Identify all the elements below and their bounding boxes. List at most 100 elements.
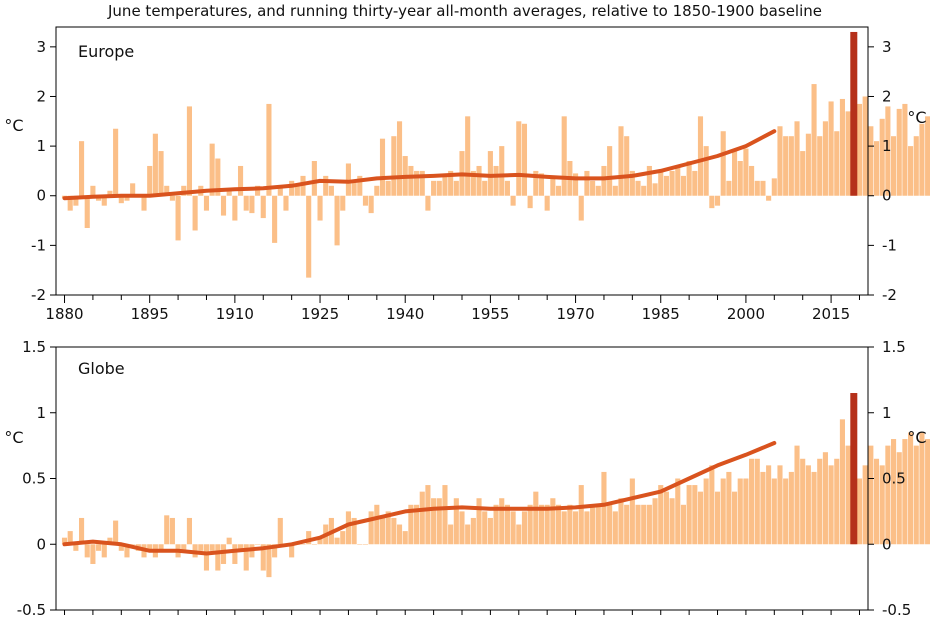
y-tick-label-right: 1 (882, 404, 892, 422)
bar (232, 544, 238, 564)
bar (732, 151, 738, 196)
bar (720, 131, 726, 196)
y-tick-label-left: 3 (36, 38, 46, 56)
bar (896, 108, 902, 196)
bar (459, 511, 465, 545)
bar (601, 165, 607, 196)
bar (311, 544, 317, 545)
bar (703, 146, 709, 196)
bar (743, 148, 749, 196)
plot-area-europe: -2 -2 -1 -1 0 0 1 1 2 2 3 3 1880 1895 1910 1925 1940 1955… (31, 26, 930, 323)
bar (368, 511, 374, 545)
bar (578, 485, 584, 545)
bar (345, 163, 351, 196)
globe-panel: Globe °C °C (4, 359, 926, 447)
bar (425, 195, 431, 211)
bar (709, 465, 715, 545)
bar (856, 478, 863, 545)
bar (891, 136, 897, 196)
bar (118, 195, 124, 204)
bar (794, 121, 800, 196)
bar (590, 180, 596, 196)
bar (737, 161, 743, 196)
bar (272, 544, 278, 558)
bar (555, 185, 562, 196)
bar (590, 504, 596, 545)
bar (351, 517, 357, 545)
bar (720, 478, 726, 545)
bar (215, 544, 221, 571)
bar (345, 511, 351, 545)
bar (425, 485, 431, 545)
bar (527, 504, 533, 545)
bar (595, 504, 601, 545)
bar (442, 175, 448, 196)
bar (624, 136, 630, 196)
bar (402, 531, 408, 545)
bar (726, 180, 732, 196)
bar (595, 185, 601, 196)
bar (130, 183, 136, 196)
bar (788, 136, 794, 196)
bar (908, 146, 914, 196)
bar (800, 458, 806, 545)
bar (328, 185, 334, 196)
bar (272, 195, 278, 243)
bar (550, 498, 556, 545)
bar (538, 173, 545, 196)
bar (805, 465, 811, 545)
bar (686, 485, 692, 545)
bar (834, 458, 840, 545)
bar (658, 485, 664, 545)
bar (749, 165, 755, 196)
bar (760, 471, 766, 545)
bar (368, 195, 374, 214)
bar (391, 517, 397, 545)
ylabel-left-globe: °C (4, 428, 23, 447)
bar (714, 195, 721, 206)
bar (703, 478, 709, 545)
bar (487, 151, 493, 196)
bar (641, 185, 647, 196)
bar (817, 458, 823, 545)
bar (902, 103, 908, 196)
bar (567, 504, 573, 545)
bar (431, 180, 437, 196)
x-tick-label: 1880 (45, 305, 83, 323)
bar (255, 544, 261, 545)
bar (277, 517, 283, 545)
bar (340, 531, 346, 545)
bar (919, 432, 925, 545)
x-tick-label: 1940 (386, 305, 424, 323)
bar (663, 491, 669, 545)
bar (624, 504, 630, 545)
bar (482, 180, 488, 196)
bar (113, 520, 119, 545)
bar (357, 175, 363, 196)
bar (289, 544, 295, 558)
bar (573, 511, 579, 545)
bar (249, 195, 255, 214)
bar (783, 136, 789, 196)
bar (697, 116, 704, 196)
bar (90, 185, 96, 196)
bar (209, 143, 215, 196)
bar (652, 498, 658, 545)
x-tick-label: 1970 (556, 305, 594, 323)
x-tick-label: 1910 (216, 305, 254, 323)
bar (521, 511, 528, 545)
bar (453, 498, 459, 545)
ylabel-text: °C (907, 108, 926, 127)
bar (67, 531, 73, 545)
bar (527, 195, 533, 209)
bar (431, 498, 437, 545)
y-tick-label-left: -0.5 (17, 601, 46, 619)
y-tick-label-right: -0.5 (882, 601, 911, 619)
bar (658, 170, 664, 196)
bar (635, 180, 641, 196)
bar (232, 195, 238, 221)
ylabel-left-europe: °C (4, 116, 23, 135)
bar (510, 511, 516, 545)
bar (374, 185, 380, 196)
bar (124, 195, 130, 201)
